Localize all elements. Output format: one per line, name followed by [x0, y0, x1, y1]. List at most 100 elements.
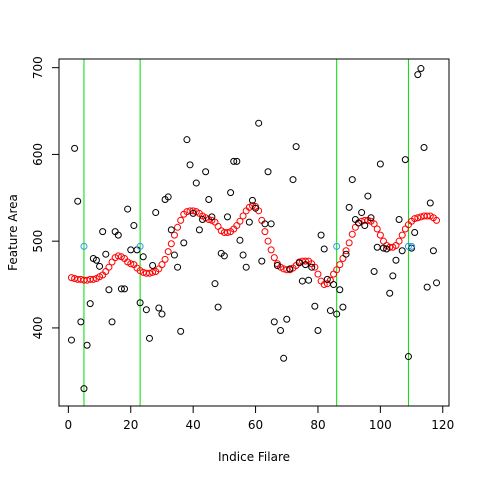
smooth-point: [161, 255, 169, 263]
smooth-point: [395, 237, 403, 245]
raw-point: [208, 213, 216, 221]
smooth-point: [89, 275, 97, 283]
highlight-point: [404, 242, 412, 250]
smooth-point: [108, 258, 116, 266]
raw-point: [96, 262, 104, 270]
smooth-point: [127, 260, 135, 268]
raw-point: [401, 156, 409, 164]
raw-point: [333, 310, 341, 318]
smooth-point: [283, 266, 291, 274]
highlight-series: [80, 242, 416, 250]
y-axis: 400 500 600 700: [31, 56, 60, 339]
highlight-point: [136, 242, 144, 250]
smooth-point: [105, 263, 113, 271]
raw-point: [223, 213, 231, 221]
raw-point: [242, 263, 250, 271]
x-axis-label: Indice Filare: [218, 450, 290, 464]
smooth-point: [411, 215, 419, 223]
raw-point: [270, 318, 278, 326]
raw-point: [355, 219, 363, 227]
raw-point: [411, 229, 419, 236]
y-tick-label: 400: [31, 316, 45, 339]
raw-point: [258, 257, 266, 265]
raw-point: [283, 315, 291, 323]
raw-point: [195, 226, 203, 234]
raw-point: [167, 226, 175, 234]
raw-point: [429, 247, 437, 255]
raw-point: [248, 196, 256, 204]
raw-point: [286, 265, 294, 273]
y-axis-label: Feature Area: [6, 194, 20, 271]
smooth-point: [67, 274, 75, 282]
y-tick-label: 600: [31, 143, 45, 166]
raw-point: [189, 209, 197, 217]
smooth-point: [333, 266, 341, 274]
raw-point: [180, 239, 188, 247]
raw-point: [105, 286, 113, 294]
raw-point: [80, 385, 88, 393]
raw-point: [67, 336, 75, 344]
raw-point: [330, 281, 338, 289]
highlight-point: [408, 242, 416, 250]
raw-point: [236, 236, 244, 244]
x-tick-label: 100: [369, 418, 392, 432]
raw-point: [117, 285, 125, 293]
smooth-point: [267, 246, 275, 254]
smooth-point: [376, 231, 384, 239]
raw-point: [186, 161, 194, 169]
raw-point: [255, 119, 263, 127]
raw-point: [170, 251, 178, 259]
raw-point: [77, 318, 85, 326]
smooth-point: [189, 207, 197, 215]
smooth-point: [433, 216, 441, 224]
smooth-point: [330, 270, 338, 278]
raw-point: [348, 176, 356, 184]
raw-point: [404, 353, 412, 361]
raw-point: [145, 334, 153, 342]
smooth-point: [170, 231, 178, 239]
smooth-point: [398, 231, 406, 239]
raw-point: [314, 327, 322, 335]
smooth-point: [320, 281, 328, 289]
raw-point: [273, 261, 281, 269]
raw-point: [214, 303, 222, 311]
smooth-point: [348, 230, 356, 238]
raw-point: [121, 285, 129, 293]
raw-point: [426, 199, 434, 207]
smooth-point: [174, 223, 182, 231]
x-axis: 0 20 40 60 80 100 120: [65, 405, 454, 432]
raw-point: [336, 286, 344, 294]
raw-point: [339, 303, 347, 311]
raw-point: [124, 205, 132, 213]
raw-point: [114, 231, 122, 239]
raw-point: [308, 263, 316, 271]
smooth-point: [149, 268, 157, 276]
raw-point: [205, 196, 213, 204]
raw-point: [74, 197, 82, 205]
smooth-point: [351, 223, 359, 231]
smooth-point: [167, 240, 175, 248]
smooth-point: [158, 261, 166, 269]
raw-point: [420, 143, 428, 151]
smooth-point: [314, 270, 322, 278]
raw-point: [127, 246, 135, 254]
raw-point: [398, 247, 406, 255]
raw-point: [99, 228, 107, 236]
raw-point: [367, 214, 375, 222]
smooth-point: [379, 237, 387, 245]
raw-point: [239, 251, 247, 259]
raw-point: [183, 136, 191, 144]
raw-point: [139, 253, 147, 261]
raw-point: [233, 157, 241, 165]
raw-point: [149, 261, 157, 269]
raw-point: [376, 160, 384, 168]
smooth-point: [236, 217, 244, 225]
raw-point: [130, 222, 138, 230]
raw-point: [230, 157, 238, 165]
x-tick-label: 60: [248, 418, 263, 432]
raw-point: [202, 168, 210, 176]
raw-point: [361, 222, 369, 230]
raw-point: [370, 268, 378, 276]
smooth-point: [145, 269, 153, 277]
